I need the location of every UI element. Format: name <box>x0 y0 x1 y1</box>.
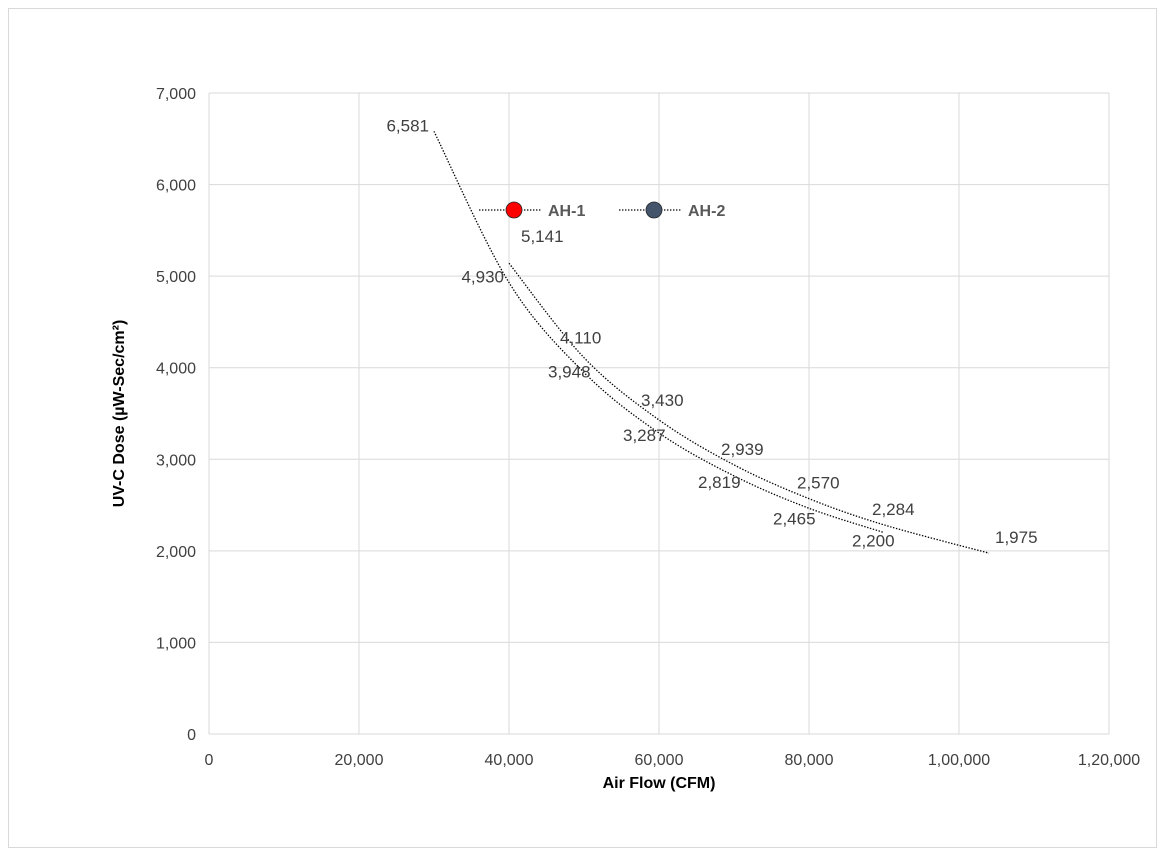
y-tick-label: 7,000 <box>156 86 196 103</box>
y-axis-ticks: 0 1,000 2,000 3,000 4,000 5,000 6,000 7,000 <box>156 86 196 744</box>
legend-label-ah-1: AH-1 <box>548 203 585 220</box>
series-lines <box>433 131 990 554</box>
data-label-ah-1: 6,581 <box>386 116 429 135</box>
legend-item-ah-1: AH-1 <box>479 201 585 220</box>
series-line-ah-1 <box>433 131 885 534</box>
data-label-ah-2: 4,110 <box>560 329 601 348</box>
chart-area: 0 20,000 40,000 60,000 80,000 1,00,000 1,20,00… <box>8 8 1157 848</box>
data-label-ah-2: 2,284 <box>872 500 915 519</box>
data-labels: 6,581 4,930 3,948 3,287 2,819 2,465 2,200 5,141… <box>386 116 1037 550</box>
legend-item-ah-2: AH-2 <box>619 201 725 220</box>
data-label-ah-1: 3,287 <box>623 426 666 445</box>
x-axis-ticks: 0 20,000 40,000 60,000 80,000 1,00,000 1,20,00… <box>205 752 1141 769</box>
legend-marker-ah-2 <box>645 201 663 219</box>
x-tick-label: 40,000 <box>485 752 534 769</box>
y-tick-label: 2,000 <box>156 544 196 561</box>
legend-label-ah-2: AH-2 <box>688 203 725 220</box>
data-label-ah-1: 2,200 <box>852 532 895 551</box>
y-tick-label: 1,000 <box>156 635 196 652</box>
gridlines <box>208 92 1110 735</box>
data-label-ah-2: 2,570 <box>797 474 840 493</box>
x-tick-label: 20,000 <box>335 752 384 769</box>
y-tick-label: 6,000 <box>156 178 196 195</box>
x-tick-label: 1,00,000 <box>928 752 990 769</box>
data-label-ah-1: 4,930 <box>461 268 504 287</box>
x-axis-title: Air Flow (CFM) <box>603 775 716 792</box>
data-label-ah-2: 3,430 <box>641 391 684 410</box>
legend: AH-1 AH-2 <box>479 201 725 220</box>
data-label-ah-2: 5,141 <box>521 227 564 246</box>
data-label-ah-1: 2,819 <box>698 473 741 492</box>
data-label-ah-1: 2,465 <box>773 509 816 528</box>
data-label-ah-2: 1,975 <box>995 528 1038 547</box>
x-tick-label: 80,000 <box>785 752 834 769</box>
x-tick-label: 1,20,000 <box>1078 752 1140 769</box>
y-axis-title: UV-C Dose (µW-Sec/cm²) <box>111 320 128 508</box>
chart-svg: 0 20,000 40,000 60,000 80,000 1,00,000 1,20,00… <box>111 86 1141 792</box>
legend-marker-ah-1 <box>505 201 523 219</box>
y-tick-label: 5,000 <box>156 269 196 286</box>
y-tick-label: 3,000 <box>156 452 196 469</box>
data-label-ah-2: 2,939 <box>721 440 764 459</box>
x-tick-label: 60,000 <box>635 752 684 769</box>
data-label-ah-1: 3,948 <box>548 362 591 381</box>
x-tick-label: 0 <box>205 752 214 769</box>
series-line-ah-2 <box>508 262 990 554</box>
y-tick-label: 0 <box>187 727 196 744</box>
y-tick-label: 4,000 <box>156 361 196 378</box>
